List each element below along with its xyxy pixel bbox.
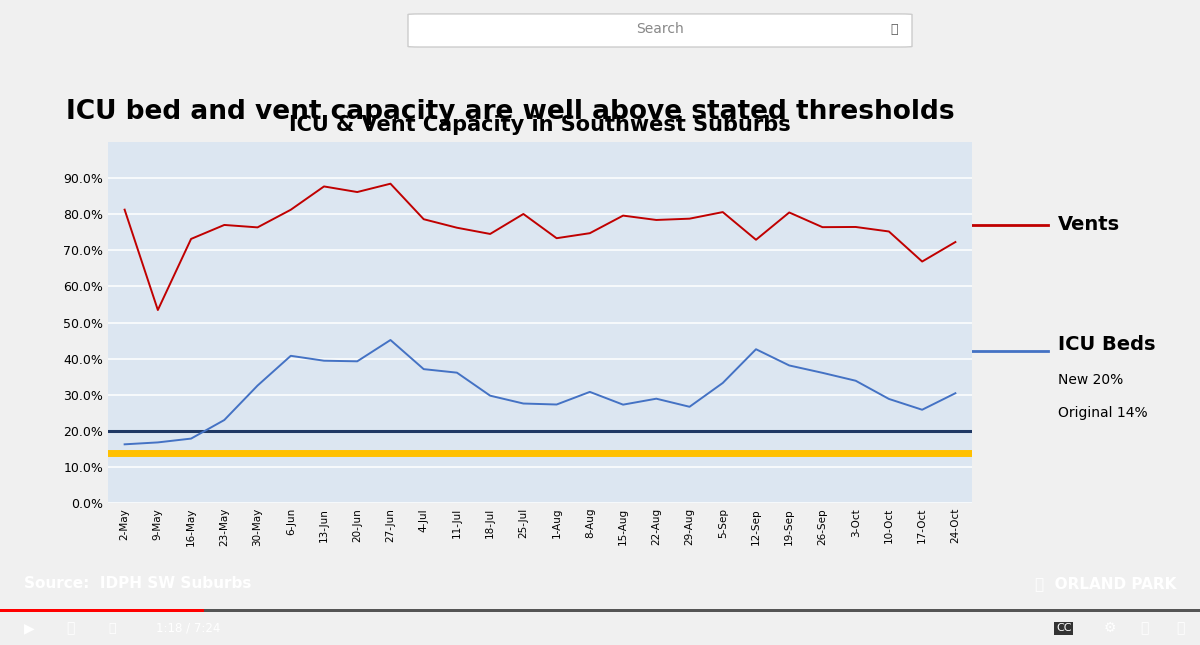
Text: 🔊: 🔊 [108,622,115,635]
Text: ⚙: ⚙ [1104,621,1116,635]
Text: ⏭: ⏭ [66,621,74,635]
Text: 🔍: 🔍 [890,23,898,35]
FancyBboxPatch shape [0,609,1200,612]
Text: Source:  IDPH SW Suburbs: Source: IDPH SW Suburbs [24,576,251,591]
Text: Original 14%: Original 14% [1058,406,1148,420]
FancyBboxPatch shape [0,609,204,612]
Title: ICU & Vent Capacity in Southwest Suburbs: ICU & Vent Capacity in Southwest Suburbs [289,115,791,135]
Text: CC: CC [1056,623,1072,633]
Text: Search: Search [636,22,684,36]
Text: ▶: ▶ [24,621,35,635]
Text: 1:18 / 7:24: 1:18 / 7:24 [156,622,221,635]
Text: ICU bed and vent capacity are well above stated thresholds: ICU bed and vent capacity are well above… [66,99,955,125]
FancyBboxPatch shape [408,14,912,47]
Text: New 20%: New 20% [1058,373,1123,387]
Text: ⤢: ⤢ [1176,621,1184,635]
Text: 🟢  ORLAND PARK: 🟢 ORLAND PARK [1034,576,1176,591]
Text: ICU Beds: ICU Beds [1058,335,1156,353]
Text: Vents: Vents [1058,215,1121,235]
Text: ⛶: ⛶ [1140,621,1148,635]
